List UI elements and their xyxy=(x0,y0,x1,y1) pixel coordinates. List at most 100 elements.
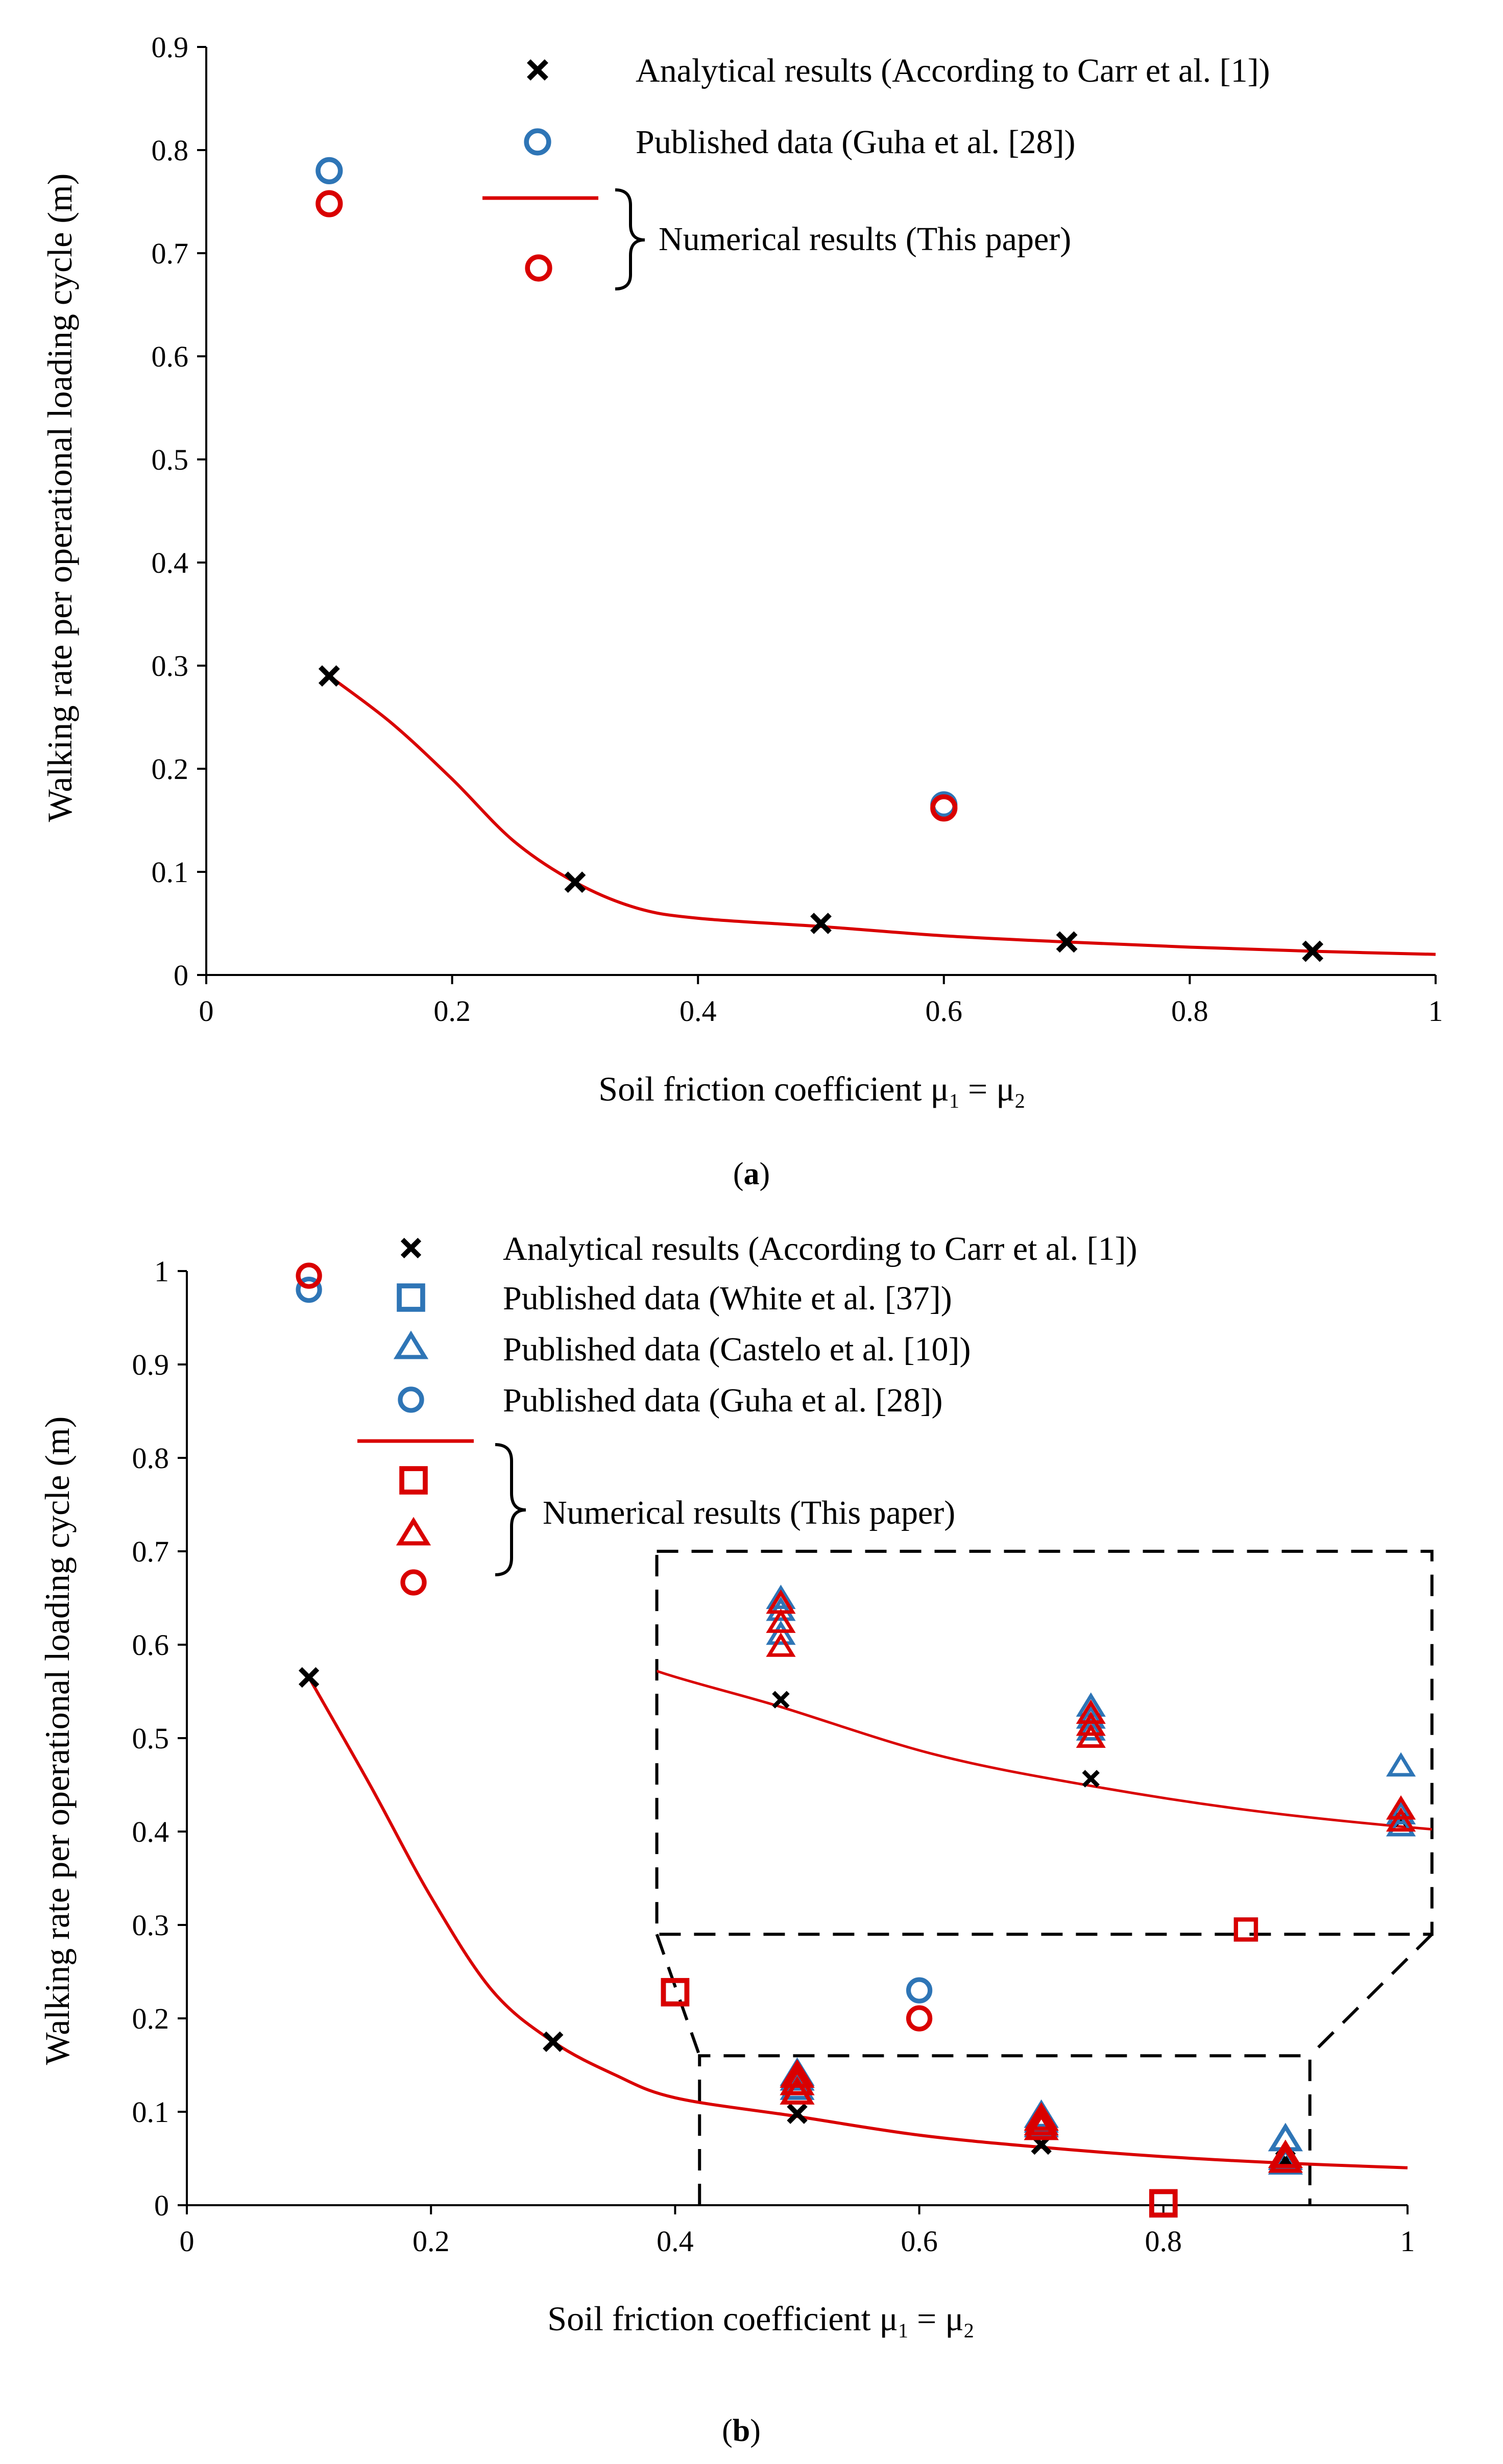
inset-connector-right xyxy=(1308,1933,1433,2057)
magnified-region xyxy=(698,2054,1312,2205)
data-point-triangle-red xyxy=(1268,2144,1303,2173)
inset-point-triangle-red xyxy=(1076,1699,1106,1724)
y-tick-label: 0.2 xyxy=(152,752,189,786)
legend-a-numerical-text: Numerical results (This paper) xyxy=(659,221,1071,258)
x-axis-label-a-main: Soil friction coefficient μ xyxy=(598,1069,949,1108)
legend-a-analytical-text: Analytical results (According to Carr et… xyxy=(636,52,1270,89)
y-tick-label: 0.9 xyxy=(152,31,189,64)
x-tick-label: 0.8 xyxy=(1145,2225,1182,2258)
inset-connector-left xyxy=(655,1934,701,2057)
legend-b-red-circle-icon xyxy=(400,1569,427,1596)
caption-b-open: ( xyxy=(722,2413,733,2448)
legend-b-guha-text: Published data (Guha et al. [28]) xyxy=(503,1382,942,1419)
x-tick-label: 1 xyxy=(1400,2225,1415,2258)
data-point-x-black xyxy=(810,913,832,934)
legend-b-blue-triangle-icon xyxy=(393,1330,429,1359)
x-axis-label-b-sub1: 1 xyxy=(898,2319,908,2342)
inset-point-square-red xyxy=(1233,1917,1258,1942)
data-point-x-black xyxy=(318,665,340,687)
data-point-x-black xyxy=(787,2103,808,2124)
y-tick-label: 0.5 xyxy=(132,1722,169,1755)
data-point-circle-red xyxy=(906,2005,933,2032)
data-point-x-black xyxy=(298,1667,320,1688)
marker-layer-a xyxy=(316,157,1324,962)
x-tick-label: 0.2 xyxy=(433,994,471,1028)
caption-a-letter: a xyxy=(744,1157,760,1191)
y-tick-label: 0.2 xyxy=(132,2002,169,2035)
inset-point-triangle-red xyxy=(766,1632,796,1657)
tick-labels-a: 0 0.2 0.4 0.6 0.8 1 0 0.1 0.2 0.3 0.4 0.5 0.6 0.7 0.8 0… xyxy=(152,31,1443,1028)
x-tick-label: 0 xyxy=(199,994,214,1028)
data-point-circle-red xyxy=(296,1262,322,1289)
numerical-curve xyxy=(307,1676,1408,2169)
x-axis-label-b-mid: = μ xyxy=(908,2299,964,2338)
caption-a-open: ( xyxy=(733,1157,744,1191)
legend-b-castelo-text: Published data (Castelo et al. [10]) xyxy=(503,1331,971,1368)
data-point-x-black xyxy=(1056,931,1078,953)
x-tick-label: 0 xyxy=(180,2225,195,2258)
data-point-x-black xyxy=(564,871,586,893)
data-point-circle-red xyxy=(316,190,343,217)
y-tick-label: 0.3 xyxy=(132,1909,169,1942)
legend-a-guha-text: Published data (Guha et al. [28]) xyxy=(636,124,1075,161)
x-tick-label: 0.4 xyxy=(657,2225,694,2258)
x-axis-label-b: Soil friction coefficient μ1 = μ2 xyxy=(547,2299,974,2342)
legend-b-x-icon xyxy=(400,1237,422,1259)
inset-point-triangle-blue xyxy=(766,1596,796,1621)
y-tick-label: 0.1 xyxy=(132,2095,169,2129)
inset-point-triangle-red xyxy=(766,1608,796,1633)
y-axis-label-a: Walking rate per operational loading cyc… xyxy=(40,174,79,822)
x-tick-label: 0.6 xyxy=(901,2225,938,2258)
chart-panel-a: 0 0.2 0.4 0.6 0.8 1 0 0.1 0.2 0.3 0.4 0.5 0.6 0.7 0.8 0… xyxy=(40,31,1443,1191)
y-tick-label: 0.1 xyxy=(152,856,189,889)
x-tick-label: 0.8 xyxy=(1171,994,1208,1028)
inset-point-triangle-blue xyxy=(766,1584,796,1609)
y-tick-label: 0.8 xyxy=(132,1442,169,1475)
y-tick-label: 0.8 xyxy=(152,134,189,167)
inset-point-triangle-red xyxy=(1386,1795,1416,1820)
caption-b: (b) xyxy=(722,2413,761,2448)
y-tick-label: 1 xyxy=(154,1255,169,1288)
data-point-triangle-red xyxy=(1024,2111,1059,2140)
y-tick-label: 0.3 xyxy=(152,649,189,682)
data-point-circle-blue xyxy=(296,1276,322,1303)
legend-a-blue-circle-icon xyxy=(524,128,551,156)
legend-a-markers xyxy=(482,59,598,282)
inset-point-triangle-blue xyxy=(1076,1716,1106,1741)
inset-point-x-black xyxy=(772,1691,790,1709)
inset-point-x-black xyxy=(1082,1770,1100,1788)
y-tick-label: 0.6 xyxy=(132,1628,169,1662)
data-point-square-red xyxy=(661,1978,690,2007)
legend-b-blue-circle-icon xyxy=(398,1386,424,1413)
inset-b xyxy=(657,1584,1432,1942)
legend-a: Analytical results (According to Carr et… xyxy=(615,52,1270,290)
legend-b-brace xyxy=(495,1443,526,1576)
y-tick-label: 0.6 xyxy=(152,340,189,373)
inset-numerical-curve xyxy=(657,1669,1432,1831)
inset-point-triangle-red xyxy=(1076,1723,1106,1748)
data-point-triangle-red xyxy=(780,2076,815,2105)
legend-a-x-icon xyxy=(527,59,548,81)
data-point-x-black xyxy=(543,2031,564,2052)
axes-b xyxy=(178,1270,1409,2214)
caption-b-close: ) xyxy=(750,2413,761,2448)
axes-a xyxy=(197,46,1437,984)
y-tick-label: 0 xyxy=(174,959,188,992)
caption-a: (a) xyxy=(733,1157,770,1191)
inset-point-triangle-red xyxy=(1076,1711,1106,1736)
data-point-triangle-red xyxy=(780,2059,815,2088)
caption-b-letter: b xyxy=(733,2413,750,2448)
legend-b-red-square-icon xyxy=(399,1466,428,1495)
y-tick-label: 0.7 xyxy=(152,237,189,270)
tick-labels-b: 0 0.2 0.4 0.6 0.8 1 0 0.1 0.2 0.3 0.4 0.5 0.6 0.7 0.8 0… xyxy=(132,1255,1415,2258)
data-point-x-black xyxy=(1302,940,1324,962)
legend-b-analytical-text: Analytical results (According to Carr et… xyxy=(503,1230,1137,1267)
data-point-circle-blue xyxy=(316,157,343,184)
curve-layer-a xyxy=(328,674,1436,956)
caption-a-close: ) xyxy=(760,1157,770,1191)
x-axis-label-b-sub2: 2 xyxy=(964,2319,974,2342)
legend-a-brace xyxy=(615,188,645,290)
x-axis-label-a-sub1: 1 xyxy=(949,1089,959,1112)
legend-b: Analytical results (According to Carr et… xyxy=(495,1230,1137,1576)
data-point-circle-blue xyxy=(906,1977,933,2004)
